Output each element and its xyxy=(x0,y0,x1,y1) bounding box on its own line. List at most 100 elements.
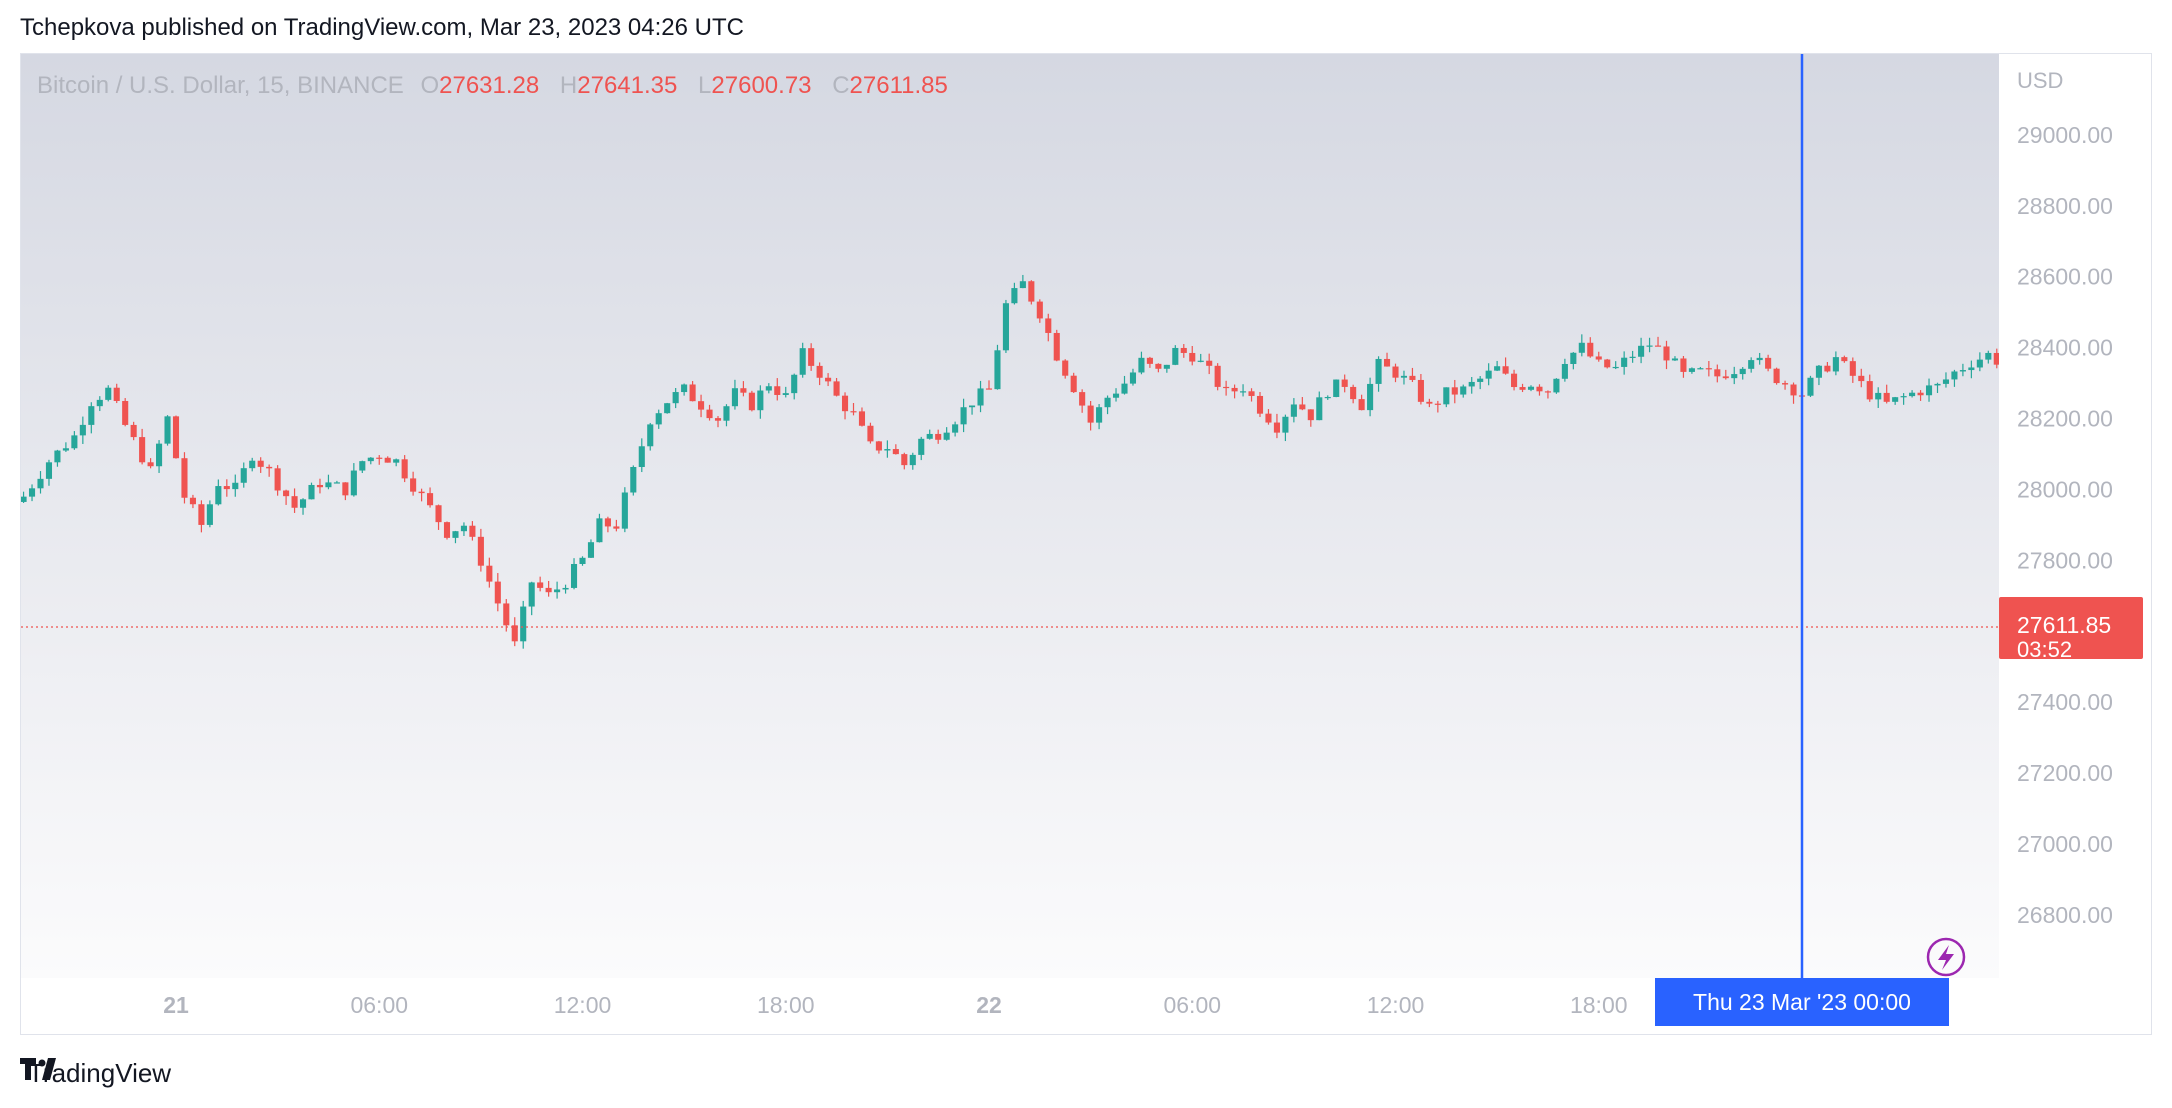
candle-body xyxy=(1341,379,1348,387)
candle-body xyxy=(1299,404,1306,410)
close-value: 27611.85 xyxy=(849,72,948,99)
candle-body xyxy=(427,493,434,506)
candle-body xyxy=(1697,368,1704,370)
time-axis[interactable]: 21 06:00 12:00 18:00 22 06:00 12:00 18:00 Thu 23… xyxy=(21,978,1999,1034)
candle-body xyxy=(1096,407,1103,423)
candle-body xyxy=(1511,373,1518,388)
price-axis-scale[interactable]: USD 29000.00 28800.00 28600.00 28400.00 28200… xyxy=(1999,54,2151,1034)
candle-body xyxy=(1951,371,1958,380)
price-tick-label: 28400.00 xyxy=(2017,335,2113,361)
candle-body xyxy=(1595,356,1602,360)
time-tick-label: 06:00 xyxy=(1163,992,1221,1018)
candle-body xyxy=(1180,347,1187,353)
candle-body xyxy=(477,536,484,566)
candle-body xyxy=(139,437,146,463)
candle-body xyxy=(1333,379,1340,397)
candle-body xyxy=(884,449,891,451)
candle-body xyxy=(774,386,781,395)
ohlc-legend: Bitcoin / U.S. Dollar, 15, BINANCE O2763… xyxy=(37,72,962,100)
candle-body xyxy=(621,492,628,529)
candle-body xyxy=(1900,396,1907,398)
price-axis[interactable]: USD 29000.00 28800.00 28600.00 28400.00 28200… xyxy=(1999,54,2151,1034)
candle-body xyxy=(1409,375,1416,380)
candle-body xyxy=(308,484,315,500)
candle-body xyxy=(1892,397,1899,402)
candle-body xyxy=(1002,303,1009,351)
candle-body xyxy=(1375,358,1382,384)
candle-body xyxy=(1104,397,1111,408)
price-tick-label: 27800.00 xyxy=(2017,547,2113,573)
candle-body xyxy=(1367,383,1374,411)
candle-body xyxy=(299,499,307,508)
price-tick-label: 26800.00 xyxy=(2017,902,2113,928)
candle-body xyxy=(587,542,595,558)
candlestick-plot[interactable] xyxy=(21,54,1999,978)
high-value: 27641.35 xyxy=(577,72,678,99)
candle-body xyxy=(1866,381,1873,400)
candle-body xyxy=(1527,386,1535,390)
candle-body xyxy=(1832,357,1839,372)
candle-body xyxy=(1748,360,1755,369)
candle-body xyxy=(1553,378,1560,393)
candle-body xyxy=(1468,381,1475,387)
candle-body xyxy=(816,365,823,378)
candle-body xyxy=(841,395,849,412)
candle-body xyxy=(647,424,654,447)
candle-body xyxy=(630,467,637,493)
candle-body xyxy=(1282,416,1289,433)
candle-body xyxy=(1570,352,1577,364)
candle-body xyxy=(1240,391,1247,393)
candle-body xyxy=(1265,413,1272,423)
chart-frame[interactable]: Bitcoin / U.S. Dollar, 15, BINANCE O2763… xyxy=(20,53,2152,1035)
candle-body xyxy=(172,416,180,459)
candle-body xyxy=(325,482,332,488)
candle-body xyxy=(435,505,442,523)
candle-body xyxy=(1028,281,1035,302)
candle-body xyxy=(1019,281,1026,289)
candle-body xyxy=(596,518,603,543)
candle-body xyxy=(918,438,925,455)
candle-body xyxy=(1163,364,1170,369)
plot-area[interactable]: Bitcoin / U.S. Dollar, 15, BINANCE O2763… xyxy=(21,54,1999,978)
candle-body xyxy=(799,348,806,375)
candle-body xyxy=(1536,386,1543,392)
candle-body xyxy=(1993,352,1999,365)
candle-body xyxy=(960,407,967,425)
candle-body xyxy=(604,518,611,527)
candle-body xyxy=(62,448,69,451)
candle-body xyxy=(926,433,933,439)
candle-body xyxy=(240,468,247,483)
price-tick-label: 29000.00 xyxy=(2017,122,2113,148)
candle-body xyxy=(1214,365,1221,387)
candle-body xyxy=(1206,360,1213,366)
candle-body xyxy=(1629,356,1636,358)
candle-body xyxy=(672,392,679,404)
time-axis-scale[interactable]: 21 06:00 12:00 18:00 22 06:00 12:00 18:00 Thu 23… xyxy=(21,978,1999,1034)
candle-body xyxy=(1053,332,1060,361)
candle-body xyxy=(1519,387,1526,390)
candle-body xyxy=(1392,366,1399,378)
candle-body xyxy=(443,522,451,538)
candle-body xyxy=(537,582,544,588)
candle-body xyxy=(1172,347,1179,365)
candle-body xyxy=(291,496,298,508)
candle-body xyxy=(511,625,518,642)
lightning-icon-bolt xyxy=(1938,945,1954,970)
last-price-badge-countdown: 03:52 xyxy=(2017,637,2072,662)
candle-body xyxy=(1434,403,1441,405)
candle-body xyxy=(21,496,27,502)
candle-body xyxy=(105,387,112,400)
candle-body xyxy=(985,388,993,390)
candle-body xyxy=(28,488,36,497)
candle-body xyxy=(1654,345,1662,347)
candle-body xyxy=(1477,378,1484,382)
candle-body xyxy=(867,425,874,442)
close-key: C xyxy=(832,72,850,99)
candle-body xyxy=(164,416,171,444)
candle-body xyxy=(1460,386,1467,395)
crosshair-time-label: Thu 23 Mar '23 00:00 xyxy=(1693,989,1911,1015)
price-axis-unit: USD xyxy=(2017,68,2063,93)
candle-body xyxy=(681,384,688,393)
candle-body xyxy=(1858,375,1865,382)
candle-body xyxy=(528,582,535,607)
